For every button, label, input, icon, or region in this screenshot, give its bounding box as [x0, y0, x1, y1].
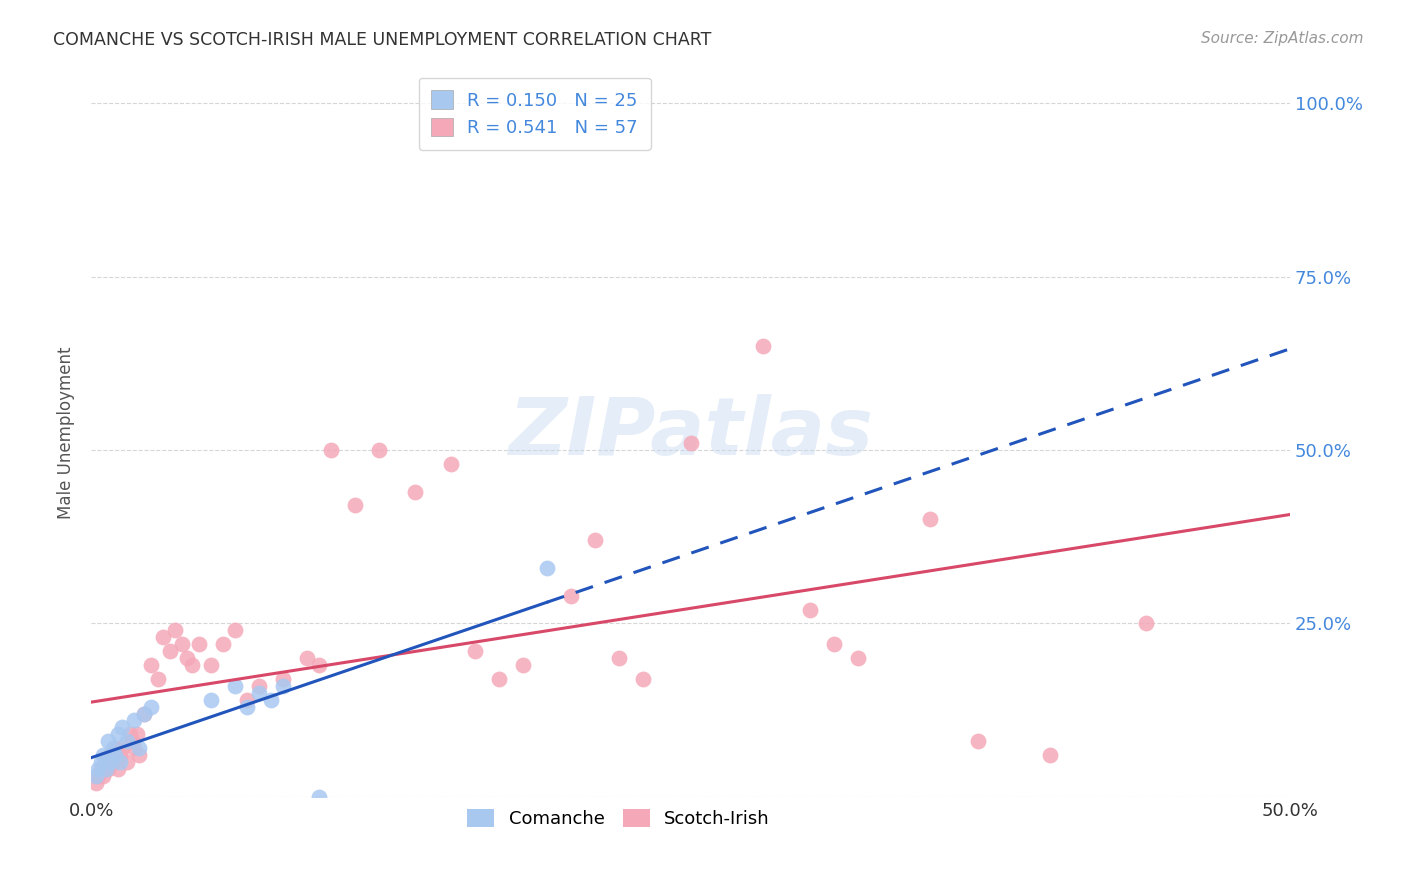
- Point: [180, 658, 202, 673]
- Legend: Comanche, Scotch-Irish: Comanche, Scotch-Irish: [460, 801, 778, 835]
- Point: [97, 734, 120, 748]
- Point: [404, 484, 426, 499]
- Point: [152, 630, 174, 644]
- Point: [94, 755, 117, 769]
- Point: [128, 741, 150, 756]
- Point: [848, 651, 870, 665]
- Point: [87, 769, 110, 783]
- Point: [512, 658, 534, 673]
- Point: [319, 442, 342, 457]
- Point: [104, 748, 127, 763]
- Point: [84, 776, 107, 790]
- Point: [224, 679, 246, 693]
- Point: [967, 734, 990, 748]
- Point: [132, 706, 155, 721]
- Point: [200, 692, 222, 706]
- Point: [107, 727, 129, 741]
- Text: COMANCHE VS SCOTCH-IRISH MALE UNEMPLOYMENT CORRELATION CHART: COMANCHE VS SCOTCH-IRISH MALE UNEMPLOYME…: [53, 31, 711, 49]
- Point: [488, 672, 510, 686]
- Point: [583, 533, 606, 548]
- Point: [260, 692, 283, 706]
- Point: [172, 637, 194, 651]
- Point: [176, 651, 198, 665]
- Point: [91, 769, 114, 783]
- Point: [108, 748, 131, 763]
- Point: [111, 720, 134, 734]
- Point: [308, 658, 330, 673]
- Point: [115, 734, 138, 748]
- Point: [560, 589, 582, 603]
- Point: [101, 741, 124, 756]
- Point: [84, 769, 107, 783]
- Point: [236, 692, 259, 706]
- Point: [97, 762, 120, 776]
- Point: [536, 561, 558, 575]
- Point: [98, 755, 121, 769]
- Point: [188, 637, 211, 651]
- Point: [90, 755, 112, 769]
- Point: [87, 762, 110, 776]
- Point: [200, 658, 222, 673]
- Point: [440, 457, 463, 471]
- Point: [823, 637, 845, 651]
- Point: [115, 755, 138, 769]
- Point: [148, 672, 170, 686]
- Point: [132, 706, 155, 721]
- Point: [751, 339, 773, 353]
- Point: [799, 602, 821, 616]
- Point: [271, 672, 294, 686]
- Point: [107, 762, 129, 776]
- Point: [139, 699, 162, 714]
- Point: [121, 734, 143, 748]
- Point: [111, 741, 134, 756]
- Point: [98, 748, 121, 763]
- Point: [104, 741, 127, 756]
- Point: [108, 755, 131, 769]
- Point: [1039, 748, 1062, 763]
- Point: [90, 762, 112, 776]
- Point: [118, 727, 141, 741]
- Point: [124, 714, 146, 728]
- Point: [128, 748, 150, 763]
- Point: [224, 624, 246, 638]
- Point: [124, 741, 146, 756]
- Point: [247, 679, 270, 693]
- Point: [631, 672, 654, 686]
- Point: [679, 436, 702, 450]
- Point: [271, 679, 294, 693]
- Y-axis label: Male Unemployment: Male Unemployment: [58, 346, 75, 519]
- Point: [464, 644, 486, 658]
- Point: [247, 686, 270, 700]
- Point: [125, 727, 148, 741]
- Point: [212, 637, 235, 651]
- Point: [367, 442, 389, 457]
- Point: [139, 658, 162, 673]
- Point: [1135, 616, 1157, 631]
- Point: [165, 624, 187, 638]
- Point: [920, 512, 942, 526]
- Point: [607, 651, 630, 665]
- Point: [308, 789, 330, 804]
- Point: [295, 651, 318, 665]
- Point: [343, 499, 366, 513]
- Point: [101, 755, 124, 769]
- Point: [94, 762, 117, 776]
- Text: ZIPatlas: ZIPatlas: [508, 393, 873, 472]
- Text: Source: ZipAtlas.com: Source: ZipAtlas.com: [1201, 31, 1364, 46]
- Point: [159, 644, 181, 658]
- Point: [91, 748, 114, 763]
- Point: [236, 699, 259, 714]
